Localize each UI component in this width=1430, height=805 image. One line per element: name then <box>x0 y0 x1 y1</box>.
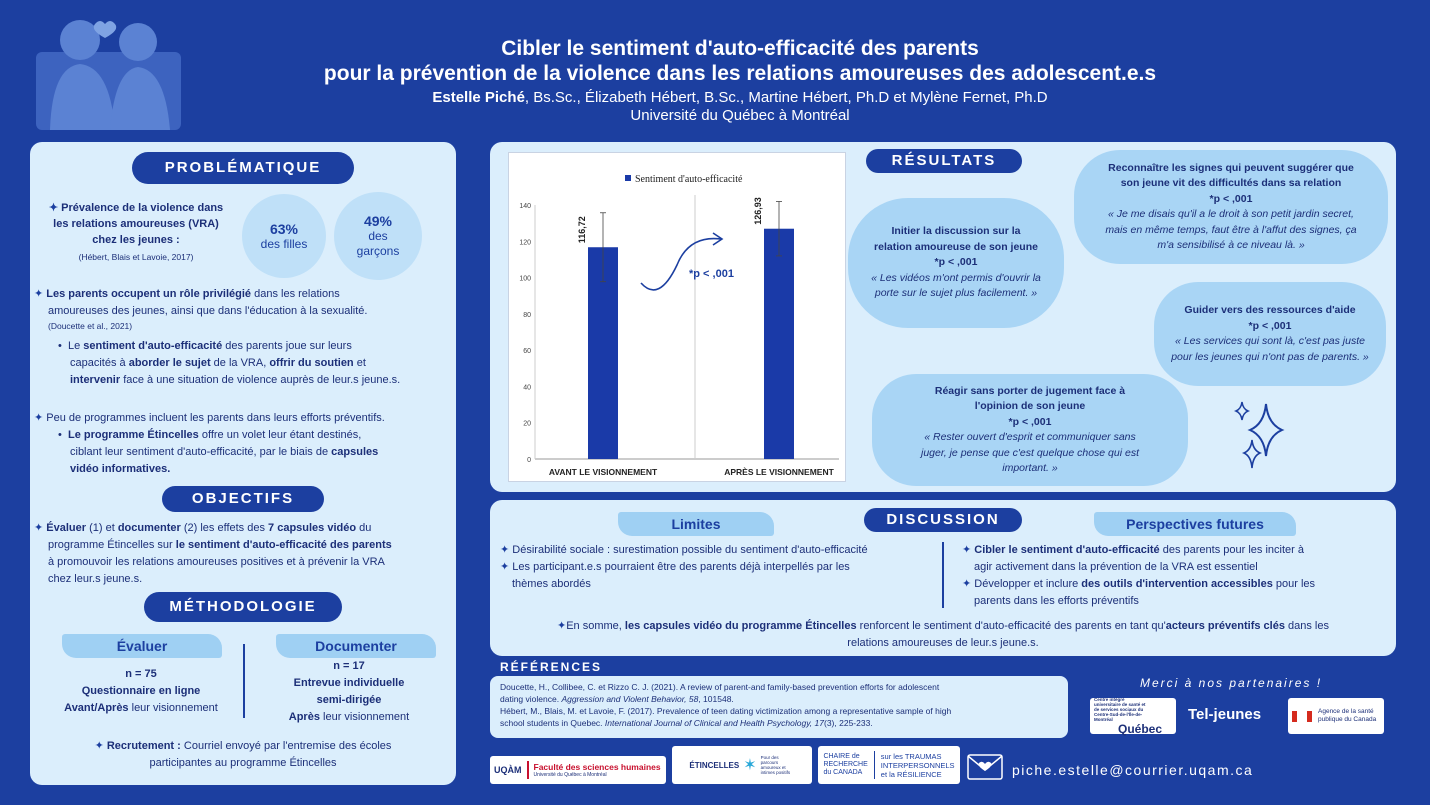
parents-ref: (Doucette et al., 2021) <box>48 321 133 331</box>
bar-chart: Sentiment d'auto-efficacité 0 20 40 60 80 100 1… <box>508 152 846 482</box>
discussion-panel: Limites DISCUSSION Perspectives futures … <box>490 500 1396 656</box>
poster-title-line2: pour la prévention de la violence dans l… <box>323 62 1157 85</box>
teljeunes-logo: Tel-jeunes <box>1188 706 1262 723</box>
bar <box>588 247 618 459</box>
mail-heart-icon <box>966 750 1004 782</box>
y-tick-label: 0 <box>527 457 531 464</box>
significance-annotation: *p < ,001 <box>689 268 734 280</box>
bar <box>764 228 794 459</box>
uqam-fsh-logo: UQÀM Faculté des sciences humaines Unive… <box>490 756 666 784</box>
stat-boys-label1: des <box>368 229 388 243</box>
references-title: RÉFÉRENCES <box>500 660 603 674</box>
sparkle-icon: ✦ <box>34 412 47 424</box>
stat-boys-circle: 49% des garçons <box>334 192 422 280</box>
y-tick-label: 100 <box>519 276 531 283</box>
vra-label: VRA <box>191 218 216 230</box>
lead-author: Estelle Piché <box>432 89 525 106</box>
y-tick-label: 20 <box>523 421 531 428</box>
programs-text: ✦ Peu de programmes incluent les parents… <box>34 412 385 475</box>
documenter-title: Documenter <box>276 634 436 658</box>
result-bubble-signs: Reconnaître les signes qui peuvent suggé… <box>1074 150 1388 264</box>
legend-swatch <box>625 175 631 181</box>
poster-header: Cibler le sentiment d'auto-efficacité de… <box>200 36 1280 124</box>
x-category-label: APRÈS LE VISIONNEMENT <box>724 467 834 477</box>
chaire-logo: CHAIRE de RECHERCHE du CANADA sur les TR… <box>818 746 960 784</box>
objectifs-title: OBJECTIFS <box>162 486 324 512</box>
stat-boys-value: 49% <box>363 213 393 229</box>
sparkle-icon: ✦ <box>48 202 62 214</box>
bullet-icon: • <box>58 340 68 352</box>
references-panel: Doucette, H., Collibee, C. et Rizzo C. J… <box>490 676 1068 738</box>
evaluer-title: Évaluer <box>62 634 222 658</box>
stat-girls-label: des filles <box>260 237 308 251</box>
results-panel: Sentiment d'auto-efficacité 0 20 40 60 80 100 1… <box>490 142 1396 492</box>
perspectives-title: Perspectives futures <box>1094 512 1296 536</box>
result-bubble-resources: Guider vers des ressources d'aide *p < ,… <box>1154 282 1386 386</box>
sparkle-icon: ✦ <box>962 578 975 590</box>
method-divider <box>243 644 245 718</box>
logo-divider <box>526 761 529 779</box>
stat-girls-circle: 63% des filles <box>242 194 326 278</box>
sparkle-icon: ✦ <box>34 522 47 534</box>
bar-value-label: 126,93 <box>753 197 763 225</box>
discussion-title: DISCUSSION <box>864 508 1022 532</box>
logo-divider <box>873 751 875 779</box>
evaluer-details: n = 75 Questionnaire en ligne Avant/Aprè… <box>64 668 218 714</box>
bar-chart-svg: Sentiment d'auto-efficacité 0 20 40 60 80 100 1… <box>519 174 839 477</box>
y-tick-label: 80 <box>523 312 531 319</box>
sparkle-icon: ✦ <box>500 544 513 556</box>
y-tick-label: 140 <box>519 203 531 210</box>
limites-list: ✦ Désirabilité sociale : surestimation p… <box>500 544 868 590</box>
parents-role-text: ✦ Les parents occupent un rôle privilégi… <box>34 286 448 389</box>
sparkle-icon: ✦ <box>556 620 567 632</box>
other-authors: , Bs.Sc., Élizabeth Hébert, B.Sc., Marti… <box>524 89 1048 106</box>
y-tick-label: 40 <box>523 384 531 391</box>
resultats-title: RÉSULTATS <box>866 149 1022 173</box>
trend-arrow <box>640 237 722 291</box>
x-category-label: AVANT LE VISIONNEMENT <box>549 467 658 477</box>
bar-value-label: 116,72 <box>577 216 587 243</box>
legend-label: Sentiment d'auto-efficacité <box>635 174 743 185</box>
couple-illustration <box>30 12 190 130</box>
trend-arrow-head <box>712 232 724 246</box>
stat-boys-label2: garçons <box>356 244 400 258</box>
university: Université du Québec à Montréal <box>630 107 850 124</box>
discussion-divider <box>942 542 944 608</box>
sparkle-icon: ✦ <box>962 544 975 556</box>
sparkle-icon: ✦ <box>94 740 107 752</box>
bullet-icon: • <box>58 429 68 441</box>
reference-1: Doucette, H., Collibee, C. et Rizzo C. J… <box>500 682 940 704</box>
phac-logo: Agence de la santé publique du Canada <box>1288 698 1384 734</box>
partners-thanks: Merci à nos partenaires ! <box>1140 676 1323 690</box>
poster-title-line1: Cibler le sentiment d'auto-efficacité de… <box>501 37 979 60</box>
prevalence-ref: (Hébert, Blais et Lavoie, 2017) <box>78 252 194 262</box>
limites-title: Limites <box>618 512 774 536</box>
star-burst-icon: ✶ <box>743 757 757 774</box>
problematique-title: PROBLÉMATIQUE <box>132 152 354 184</box>
ciusss-logo: Centre intégré universitaire de santé et… <box>1090 697 1176 736</box>
y-tick-label: 60 <box>523 348 531 355</box>
perspectives-list: ✦ Cibler le sentiment d'auto-efficacité … <box>962 544 1316 607</box>
y-tick-label: 120 <box>519 239 531 246</box>
conclusion-text: ✦En somme, les capsules vidéo du program… <box>556 620 1329 649</box>
result-bubble-judgment: Réagir sans porter de jugement face à l'… <box>872 374 1188 486</box>
left-panel: PROBLÉMATIQUE ✦ Prévalence de la violenc… <box>30 142 456 785</box>
documenter-details: n = 17 Entrevue individuelle semi-dirigé… <box>288 660 410 723</box>
objectifs-text: ✦ Évaluer (1) et documenter (2) les effe… <box>34 522 392 585</box>
result-bubble-discussion: Initier la discussion sur la relation am… <box>848 198 1064 328</box>
stat-girls-value: 63% <box>269 221 299 237</box>
contact-email[interactable]: piche.estelle@courrier.uqam.ca <box>1012 762 1254 778</box>
prevalence-text: ✦ Prévalence de la violence dans les rel… <box>36 200 236 263</box>
authors: Estelle Piché, Bs.Sc., Élizabeth Hébert,… <box>200 89 1280 107</box>
etincelles-logo: ÉTINCELLES ✶ Pour des parcours amoureux … <box>672 746 812 784</box>
sparkle-icon: ✦ <box>500 561 513 573</box>
methodologie-title: MÉTHODOLOGIE <box>144 592 342 622</box>
recrutement-text: ✦ Recrutement : Courriel envoyé par l'en… <box>94 740 392 769</box>
sparkles-icon <box>1232 396 1292 476</box>
uqam-wordmark: UQÀM <box>494 765 522 775</box>
reference-2: Hébert, M., Blais, M. et Lavoie, F. (201… <box>500 706 952 728</box>
canada-flag-icon <box>1292 710 1312 722</box>
sparkle-icon: ✦ <box>34 288 47 300</box>
